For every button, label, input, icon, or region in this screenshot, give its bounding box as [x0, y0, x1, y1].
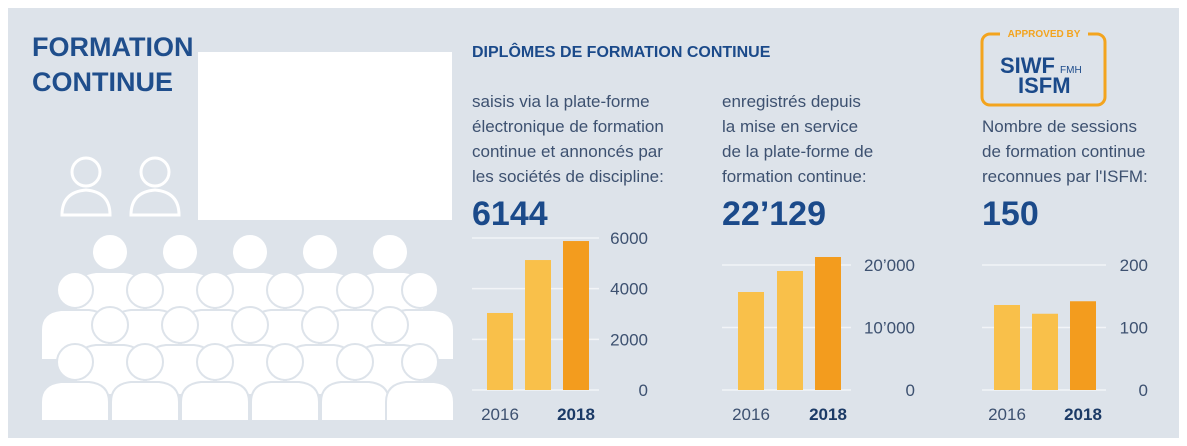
y-tick-label: 0 — [1139, 381, 1148, 400]
bar — [738, 292, 764, 390]
badge-name: SIWF — [1000, 53, 1055, 78]
badge-top: APPROVED BY — [1008, 29, 1081, 40]
bar — [487, 312, 513, 390]
y-tick-label: 100 — [1120, 319, 1148, 338]
bar — [1070, 301, 1096, 390]
white-box — [198, 52, 452, 220]
bar — [815, 257, 841, 390]
bar — [777, 271, 803, 390]
description: continue et annoncés par — [472, 142, 663, 161]
title-line: CONTINUE — [32, 67, 173, 97]
description: reconnues par l'ISFM: — [982, 167, 1148, 186]
description: la mise en service — [722, 117, 858, 136]
x-tick-label: 2016 — [732, 405, 770, 424]
y-tick-label: 10’000 — [864, 319, 915, 338]
bar — [563, 241, 589, 390]
doctor-icons — [60, 156, 181, 217]
description: formation continue: — [722, 167, 867, 186]
x-tick-label: 2016 — [481, 405, 519, 424]
highlight-number: 6144 — [472, 195, 548, 233]
y-tick-label: 200 — [1120, 256, 1148, 275]
bar — [994, 305, 1020, 390]
description: enregistrés depuis — [722, 92, 861, 111]
badge-name2: ISFM — [1018, 73, 1071, 98]
y-tick-label: 0 — [639, 381, 648, 400]
heading: DIPLÔMES DE FORMATION CONTINUE — [472, 42, 771, 61]
description: électronique de formation — [472, 117, 664, 136]
y-tick-label: 0 — [906, 381, 915, 400]
y-tick-label: 20’000 — [864, 256, 915, 275]
badge-gap — [1000, 27, 1088, 39]
description: de la plate-forme de — [722, 142, 873, 161]
y-tick-label: 4000 — [610, 280, 648, 299]
badge-sub: FMH — [1060, 65, 1082, 76]
people — [30, 233, 460, 438]
x-tick-label: 2018 — [557, 405, 595, 424]
title-line: FORMATION — [32, 32, 193, 62]
crop — [30, 420, 460, 438]
description: saisis via la plate-forme — [472, 92, 650, 111]
x-tick-label: 2016 — [988, 405, 1026, 424]
description: de formation continue — [982, 142, 1146, 161]
x-tick-label: 2018 — [1064, 405, 1102, 424]
bar — [1032, 313, 1058, 390]
bar — [525, 260, 551, 390]
description: Nombre de sessions — [982, 117, 1137, 136]
x-tick-label: 2018 — [809, 405, 847, 424]
y-tick-label: 2000 — [610, 330, 648, 349]
highlight-number: 150 — [982, 195, 1039, 233]
badge: APPROVED BY SIWF FMH ISFM — [980, 27, 1107, 107]
y-tick-label: 6000 — [610, 229, 648, 248]
highlight-number: 22’129 — [722, 195, 826, 233]
description: les sociétés de discipline: — [472, 167, 664, 186]
